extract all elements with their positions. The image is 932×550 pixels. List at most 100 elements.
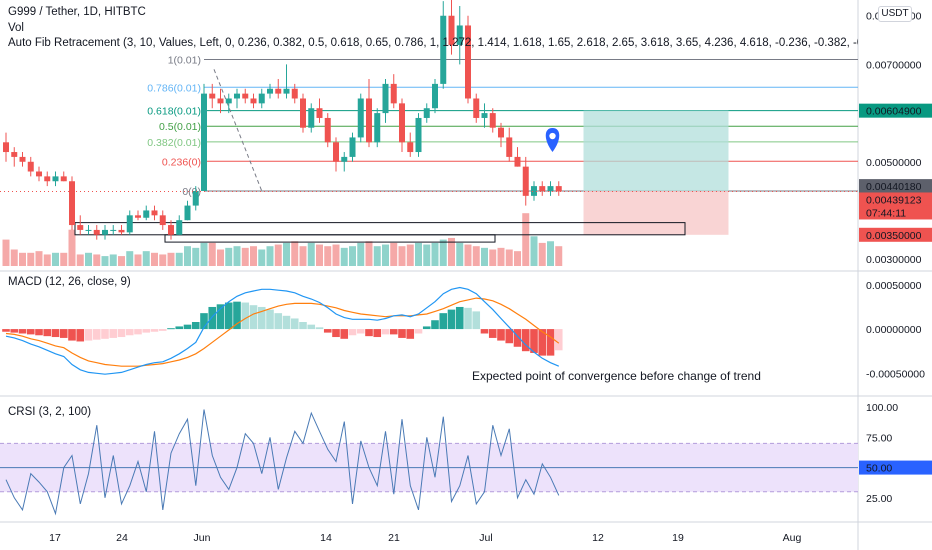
- candle-body: [465, 25, 471, 99]
- macd-histogram-bar: [332, 329, 340, 338]
- macd-tick-label: -0.00050000: [866, 368, 925, 380]
- macd-histogram-bar: [398, 329, 406, 338]
- candle-body: [448, 15, 455, 45]
- candle-body: [209, 93, 216, 99]
- macd-histogram-bar: [241, 302, 250, 330]
- volume-bar: [522, 213, 530, 266]
- fib-indicator-title[interactable]: Auto Fib Retracement (3, 10, Values, Lef…: [8, 37, 858, 49]
- crsi-tick-label: 25.00: [866, 493, 892, 505]
- macd-title[interactable]: MACD (12, 26, close, 9): [8, 276, 131, 288]
- candle-body: [77, 225, 84, 230]
- volume-bar: [423, 244, 431, 266]
- candle-body: [415, 117, 422, 153]
- volume-bar: [448, 237, 455, 266]
- candle-body: [52, 176, 59, 182]
- macd-histogram-bar: [191, 322, 200, 330]
- volume-bar: [52, 252, 59, 266]
- candle-body: [93, 229, 100, 235]
- volume-bar: [390, 242, 398, 266]
- macd-histogram-bar: [183, 324, 192, 330]
- macd-histogram-bar: [422, 326, 431, 330]
- macd-histogram-bar: [348, 329, 357, 336]
- candle-body: [432, 83, 438, 109]
- volume-bar: [10, 249, 18, 266]
- macd-histogram-bar: [18, 329, 27, 334]
- macd-histogram-bar: [464, 307, 472, 330]
- candle-body: [258, 93, 265, 104]
- candle-body: [201, 93, 207, 191]
- price-tick-label: 0.00500000: [866, 157, 922, 169]
- volume-bar: [217, 249, 224, 266]
- volume-bar: [233, 246, 241, 266]
- volume-bar: [134, 254, 142, 266]
- volume-bar: [85, 252, 92, 266]
- time-tick-label: Aug: [783, 532, 802, 544]
- macd-histogram-bar: [530, 329, 538, 353]
- candle-body: [135, 215, 141, 218]
- macd-histogram-bar: [68, 329, 76, 341]
- volume-bar: [307, 242, 315, 266]
- macd-histogram-bar: [282, 315, 291, 330]
- crsi-value-label: 50.00: [866, 463, 892, 475]
- price-label-bg: [859, 179, 932, 194]
- macd-histogram-bar: [406, 329, 415, 339]
- candle-body: [27, 161, 34, 172]
- macd-histogram-bar: [84, 329, 93, 341]
- candle-body: [217, 98, 224, 104]
- crsi-title[interactable]: CRSI (3, 2, 100): [8, 406, 92, 418]
- candle-body: [3, 142, 9, 153]
- fib-level-label: 0.618(0.01): [147, 106, 201, 118]
- candle-body: [275, 88, 282, 94]
- macd-histogram-bar: [274, 313, 283, 330]
- volume-bar: [192, 247, 200, 266]
- candle-body: [44, 176, 51, 182]
- macd-histogram-bar: [307, 324, 316, 330]
- macd-line: [5, 286, 560, 375]
- volume-bar: [472, 246, 480, 266]
- macd-histogram-bar: [505, 329, 514, 344]
- macd-histogram-bar: [381, 329, 390, 335]
- fib-level-label: 0.236(0): [162, 156, 201, 168]
- support-box-inner: [164, 234, 496, 243]
- volume-bar: [208, 242, 216, 266]
- macd-histogram-bar: [546, 329, 555, 356]
- macd-histogram-bar: [373, 329, 382, 338]
- volume-bar: [43, 254, 51, 266]
- candle-body: [555, 186, 562, 192]
- macd-histogram-bar: [249, 305, 258, 330]
- location-pin-icon: [545, 128, 560, 153]
- candle-body: [489, 113, 496, 128]
- price-label-bg: [859, 227, 932, 242]
- price-tick-label: 0.00700000: [866, 59, 922, 71]
- symbol-title[interactable]: G999 / Tether, 1D, HITBTC: [8, 6, 146, 18]
- price-label-text: 0.00350000: [866, 230, 922, 242]
- volume-bar: [349, 246, 356, 266]
- volume-bar: [332, 244, 340, 266]
- candle-body: [110, 229, 117, 231]
- candle-body: [481, 113, 488, 118]
- volume-bar: [398, 246, 406, 266]
- macd-histogram-bar: [224, 302, 233, 330]
- candle-body: [440, 15, 447, 84]
- volume-bar: [126, 251, 134, 266]
- volume-bar: [35, 251, 43, 266]
- candle-body: [514, 156, 521, 167]
- volume-bar: [19, 252, 26, 266]
- candle-body: [143, 210, 150, 218]
- macd-histogram-bar: [216, 304, 225, 330]
- candle-body: [69, 181, 75, 226]
- time-tick-label: 14: [320, 532, 332, 544]
- macd-histogram-bar: [109, 329, 118, 338]
- convergence-annotation: Expected point of convergence before cha…: [472, 369, 761, 383]
- candle-body: [349, 137, 356, 157]
- candle-body: [324, 117, 331, 143]
- currency-button[interactable]: USDT: [878, 6, 912, 22]
- volume-bar: [200, 242, 208, 266]
- macd-histogram-bar: [513, 329, 522, 347]
- loss-zone: [583, 190, 729, 235]
- macd-histogram-bar: [389, 329, 398, 335]
- volume-bar: [439, 239, 447, 266]
- fib-level-label: 0.382(0.01): [147, 137, 201, 149]
- macd-histogram-bar: [92, 329, 101, 340]
